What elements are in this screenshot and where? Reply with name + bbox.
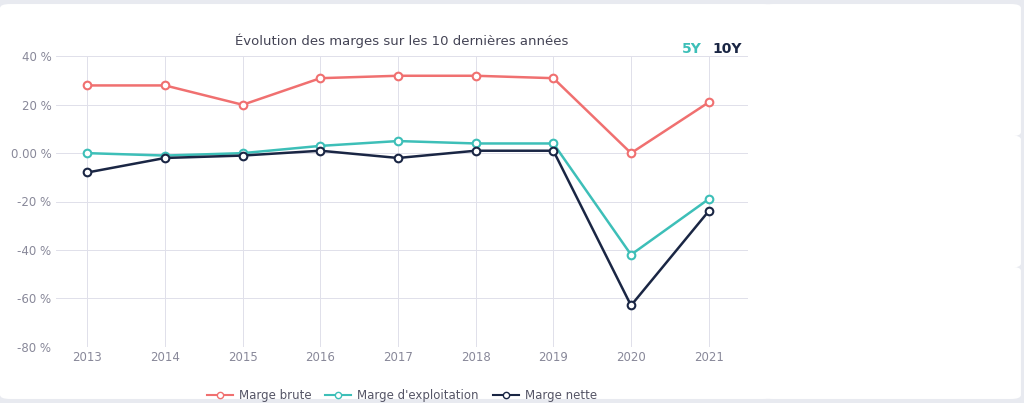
Text: (Moyenne sur 5 ans): (Moyenne sur 5 ans) — [787, 48, 894, 58]
Title: Évolution des marges sur les 10 dernières années: Évolution des marges sur les 10 dernière… — [236, 34, 568, 48]
Text: Marge brute: Marge brute — [787, 20, 874, 33]
Text: —: — — [787, 111, 800, 124]
Text: —: — — [787, 243, 800, 256]
Text: i: i — [977, 285, 980, 295]
Text: Marge nette: Marge nette — [787, 283, 873, 295]
Text: 10Y: 10Y — [713, 42, 742, 56]
Text: i: i — [977, 22, 980, 32]
Text: NaN%: NaN% — [810, 105, 850, 118]
Text: +21.8 %: +21.8 % — [787, 70, 879, 89]
Text: (Moyenne sur 5 ans): (Moyenne sur 5 ans) — [787, 180, 894, 190]
Text: NaN%: NaN% — [810, 237, 850, 249]
Text: —: — — [787, 366, 800, 378]
Text: 5Y: 5Y — [682, 42, 701, 56]
Text: (inférieur à l'an dernier): (inférieur à l'an dernier) — [864, 108, 990, 118]
Text: Marge d’exploitation: Marge d’exploitation — [787, 151, 934, 164]
Text: -21.1 %: -21.1 % — [787, 333, 869, 352]
Text: —: — — [787, 103, 800, 116]
Text: -12.6 %: -12.6 % — [787, 202, 869, 220]
Text: —: — — [787, 374, 800, 387]
Text: (inférieur à l'an dernier): (inférieur à l'an dernier) — [864, 371, 990, 381]
Text: —: — — [787, 234, 800, 247]
Legend: Marge brute, Marge d'exploitation, Marge nette: Marge brute, Marge d'exploitation, Marge… — [202, 384, 602, 403]
Text: (Moyenne sur 5 ans): (Moyenne sur 5 ans) — [787, 311, 894, 321]
Text: (inférieur à l'an dernier): (inférieur à l'an dernier) — [864, 239, 990, 249]
Text: i: i — [977, 154, 980, 164]
Text: NaN%: NaN% — [810, 368, 850, 381]
